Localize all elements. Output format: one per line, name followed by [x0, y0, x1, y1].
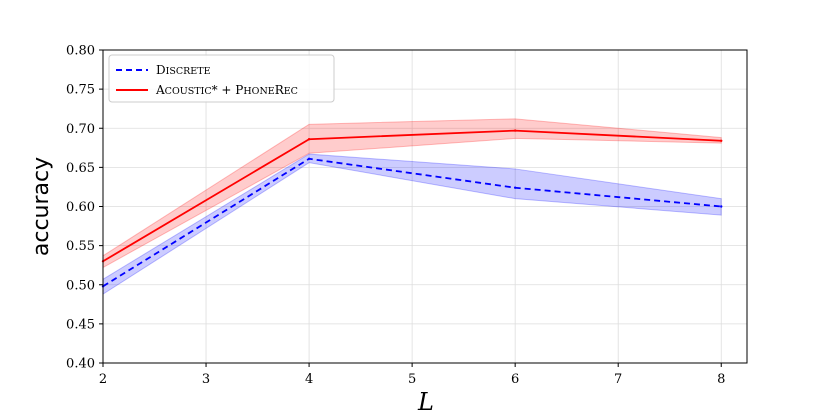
x-axis-title: L	[417, 388, 434, 415]
x-tick-label: 4	[305, 372, 313, 387]
y-tick-label: 0.40	[66, 357, 95, 372]
data-point-discrete	[307, 157, 311, 160]
y-axis-title: accuracy	[29, 157, 54, 256]
confidence-band-acoustic-phonerec	[102, 118, 722, 269]
confidence-band-discrete	[102, 153, 722, 296]
x-tick-label: 2	[99, 372, 107, 387]
series-line-acoustic-phonerec	[102, 129, 722, 263]
legend: DISCRETE ACOUSTIC* + PHONEREC	[108, 54, 335, 103]
y-tick-label: 0.45	[66, 317, 95, 332]
x-tick-label: 8	[717, 372, 725, 387]
axis-ticks: 2 3 4 5 6 7 8 0.40 0.45 0.50 0.55 0.60 0.65 0.70 0.75 0…	[66, 44, 725, 388]
data-point-discrete	[513, 186, 517, 189]
y-tick-label: 0.55	[66, 239, 95, 254]
series-line-discrete	[102, 157, 722, 288]
series-lines	[101, 129, 723, 288]
confidence-bands	[102, 118, 722, 296]
y-tick-label: 0.60	[66, 200, 95, 215]
y-tick-label: 0.65	[66, 161, 95, 176]
data-point-acoustic-phonerec	[307, 138, 311, 141]
y-tick-label: 0.70	[66, 122, 95, 137]
y-tick-label: 0.80	[66, 44, 95, 59]
legend-box	[108, 54, 335, 103]
legend-label-acoustic-phonerec: ACOUSTIC* + PHONEREC	[155, 83, 298, 97]
data-point-acoustic-phonerec	[513, 129, 517, 132]
x-tick-label: 5	[408, 372, 416, 387]
grid	[102, 49, 747, 364]
x-tick-label: 7	[614, 372, 622, 387]
x-tick-label: 6	[511, 372, 519, 387]
data-point-discrete	[720, 205, 723, 208]
y-tick-label: 0.75	[66, 83, 95, 98]
x-tick-label: 3	[202, 372, 210, 387]
data-point-acoustic-phonerec	[720, 139, 723, 142]
y-tick-label: 0.50	[66, 278, 95, 293]
legend-label-discrete: DISCRETE	[156, 63, 211, 77]
